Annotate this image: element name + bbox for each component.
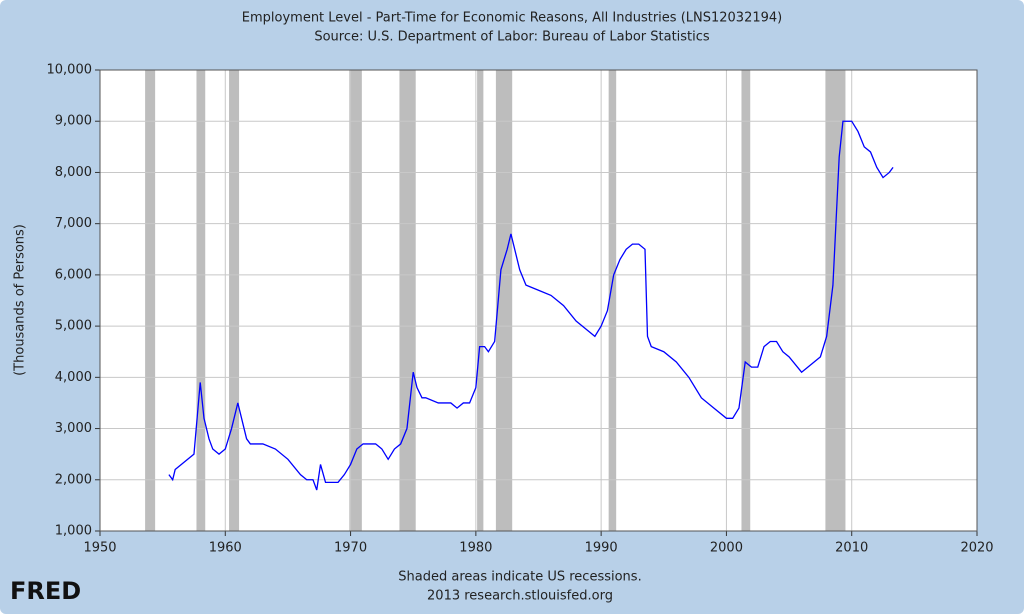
x-tick-label: 1980 — [459, 541, 492, 556]
recession-band — [399, 70, 416, 531]
chart-title: Employment Level - Part-Time for Economi… — [242, 11, 782, 26]
recession-band — [495, 70, 513, 531]
recession-band — [145, 70, 156, 531]
recession-band — [229, 70, 240, 531]
plot-border — [99, 69, 978, 532]
y-tick-label: 8,000 — [55, 165, 92, 180]
x-tick-label: 2000 — [710, 541, 743, 556]
series-line — [168, 120, 894, 491]
recession-band — [349, 70, 362, 531]
recession-band — [825, 70, 846, 531]
y-tick-label: 5,000 — [55, 319, 92, 334]
chart-subtitle: Source: U.S. Department of Labor: Bureau… — [314, 30, 710, 45]
source: 2013 research.stlouisfed.org — [427, 589, 613, 604]
y-tick-label: 7,000 — [55, 216, 92, 231]
y-tick-label: 10,000 — [47, 63, 93, 78]
recession-band — [477, 70, 484, 531]
y-tick-label: 6,000 — [55, 267, 92, 282]
x-tick-label: 2020 — [960, 541, 993, 556]
footnote: Shaded areas indicate US recessions. — [398, 570, 641, 585]
recession-band — [196, 70, 206, 531]
x-tick-label: 1990 — [585, 541, 618, 556]
x-tick-label: 1950 — [83, 541, 116, 556]
x-tick-label: 2010 — [835, 541, 868, 556]
logo: FRED — [10, 577, 81, 605]
y-tick-label: 1,000 — [55, 524, 92, 539]
y-tick-label: 9,000 — [55, 114, 92, 129]
y-axis-label: (Thousands of Persons) — [13, 224, 28, 376]
x-tick-label: 1970 — [334, 541, 367, 556]
recession-band — [741, 70, 751, 531]
recession-band — [608, 70, 617, 531]
x-tick-label: 1960 — [209, 541, 242, 556]
y-tick-label: 3,000 — [55, 421, 92, 436]
y-tick-label: 2,000 — [55, 472, 92, 487]
y-tick-label: 4,000 — [55, 370, 92, 385]
